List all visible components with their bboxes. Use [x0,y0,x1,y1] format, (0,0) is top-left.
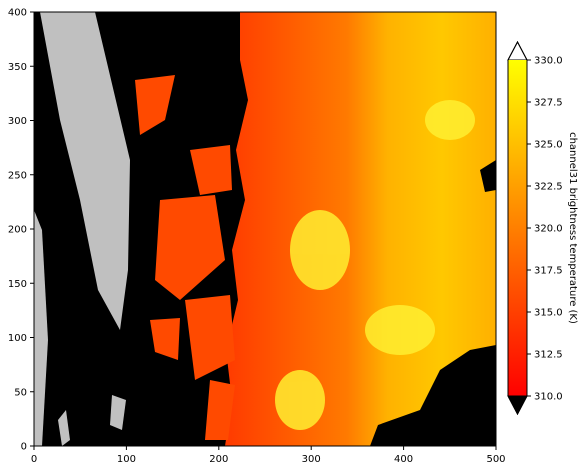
colorbar-under-triangle [507,395,528,416]
x-tick-label: 200 [209,454,228,465]
y-tick-label: 100 [8,333,27,344]
masked-region [34,12,130,446]
black-region-east [480,160,496,192]
x-tick-label: 100 [117,454,136,465]
colorbar-tick-label: 315.0 [534,308,563,319]
y-tick-label: 0 [21,442,27,453]
colorbar-tick-label: 322.5 [534,182,563,193]
colorbar-tick-label: 325.0 [534,140,563,151]
y-tick-label: 150 [8,279,27,290]
colorbar-tick-label: 330.0 [534,56,563,67]
x-tick-label: 0 [31,454,37,465]
colorbar-tick-label: 312.5 [534,350,563,361]
colorbar-label: channel31 brightness temperature (K) [567,132,578,324]
heatmap-image [34,12,496,446]
colorbar-tick-label: 310.0 [534,392,563,403]
colorbar-tick-label: 320.0 [534,224,563,235]
y-tick-label: 300 [8,116,27,127]
black-region-southeast [370,345,496,446]
colorbar-over-triangle [507,40,528,61]
colorbar-tick-label: 327.5 [534,98,563,109]
x-tick-label: 300 [302,454,321,465]
y-tick-label: 400 [8,8,27,19]
x-tick-label: 400 [394,454,413,465]
y-axis: 0 50 100 150 200 250 300 350 400 [8,8,34,453]
colorbar-tick-label: 317.5 [534,266,563,277]
colorbar-ticks: 310.0 312.5 315.0 317.5 320.0 322.5 325.0 327.5… [527,56,563,403]
red-patches [135,75,235,440]
y-tick-label: 250 [8,170,27,181]
colorbar-gradient [508,60,527,396]
x-axis: 0 100 200 300 400 500 [31,446,506,465]
x-tick-label: 500 [486,454,505,465]
y-tick-label: 350 [8,62,27,73]
y-tick-label: 50 [14,387,27,398]
y-tick-label: 200 [8,225,27,236]
colorbar: 310.0 312.5 315.0 317.5 320.0 322.5 325.0 327.5… [507,40,578,416]
bright-spots [275,100,475,430]
